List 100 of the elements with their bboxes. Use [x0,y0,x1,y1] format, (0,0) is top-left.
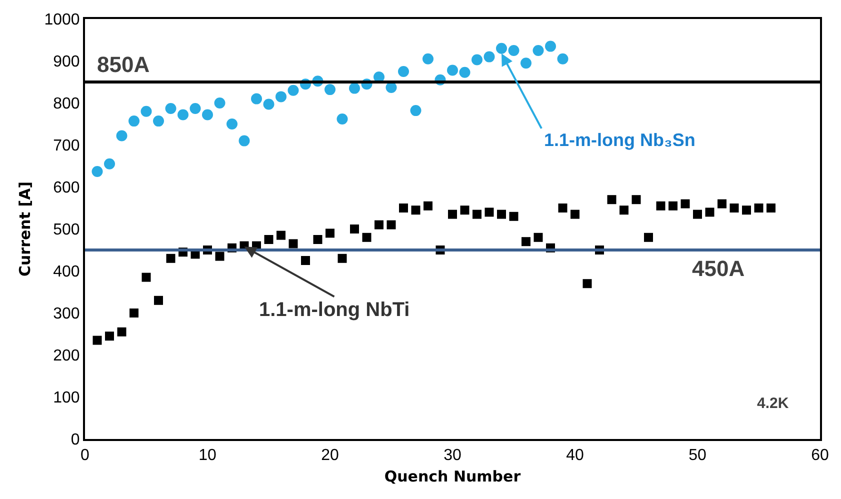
point [313,235,322,244]
annotation: 4.2K [757,395,789,412]
point [362,232,372,242]
annotation: 1.1-m-long Nb₃Sn [544,130,696,150]
point [730,204,739,212]
point [680,199,690,208]
point [386,220,396,230]
point [570,210,580,219]
point [214,98,226,108]
point [288,84,299,96]
point [226,118,238,130]
point [522,237,530,246]
annotation: 1.1-m-long NbTi [259,299,410,321]
x-tick-label: 30 [444,447,462,464]
point [742,206,751,215]
point [324,84,336,96]
point [424,201,432,210]
point [154,296,163,305]
point [557,53,568,64]
point [350,224,359,234]
point [251,93,262,104]
y-tick-label: 800 [53,96,80,113]
point [620,206,628,215]
y-tick-label: 500 [53,222,80,239]
point [165,102,176,114]
point [349,82,360,94]
point [398,66,409,77]
point [92,336,102,345]
point [288,239,298,248]
point [336,113,348,124]
point [399,204,408,212]
point [166,254,176,263]
point [276,91,286,102]
point [472,54,482,66]
x-tick-label: 60 [811,447,829,464]
point [142,272,151,282]
y-tick-label: 1000 [44,12,80,29]
y-tick-label: 300 [53,306,80,323]
point [532,45,544,56]
point [509,212,518,221]
point [472,210,482,219]
y-tick-label: 700 [53,138,80,155]
point [459,66,470,78]
y-axis-title: Current [A] [16,181,34,277]
point [338,254,347,263]
point [140,106,152,117]
point [276,230,286,240]
point [190,102,201,114]
ref-line-label: 450A [692,256,745,281]
point [92,166,103,177]
point [263,98,274,110]
point [326,228,334,238]
point [104,158,115,170]
point [766,204,776,212]
x-tick-label: 20 [321,447,339,464]
point [607,195,616,204]
point [558,204,568,212]
point [545,40,556,52]
y-tick-label: 400 [53,264,80,281]
point [484,51,495,62]
ref-line-label: 850A [97,52,150,77]
point [460,206,470,215]
point [496,42,507,54]
point [644,232,653,242]
point [656,201,666,210]
point [238,135,250,146]
y-tick-label: 900 [53,54,80,71]
point [128,116,140,127]
point [693,210,702,219]
y-tick-label: 100 [53,390,80,407]
point [718,199,726,208]
point [130,308,138,318]
point [422,53,434,64]
point [153,116,164,127]
y-tick-label: 600 [53,180,80,197]
point [447,64,458,76]
point [411,206,420,215]
point [705,208,714,217]
point [520,58,532,69]
point [410,105,422,116]
y-tick-label: 0 [70,432,80,449]
x-tick-label: 50 [688,447,706,464]
y-tick-label: 200 [53,348,80,365]
point [497,210,506,219]
x-tick-label: 40 [566,447,584,464]
point [264,235,274,244]
point [215,252,224,261]
point [484,208,494,217]
point [534,232,543,242]
point [202,109,213,120]
x-axis-title: Quench Number [384,468,522,486]
x-tick-label: 10 [198,447,216,464]
point [117,327,126,336]
point [668,201,678,210]
point [105,332,114,341]
point [448,210,457,219]
point [116,130,128,142]
point [178,109,188,120]
point [582,279,592,288]
point [754,204,764,212]
